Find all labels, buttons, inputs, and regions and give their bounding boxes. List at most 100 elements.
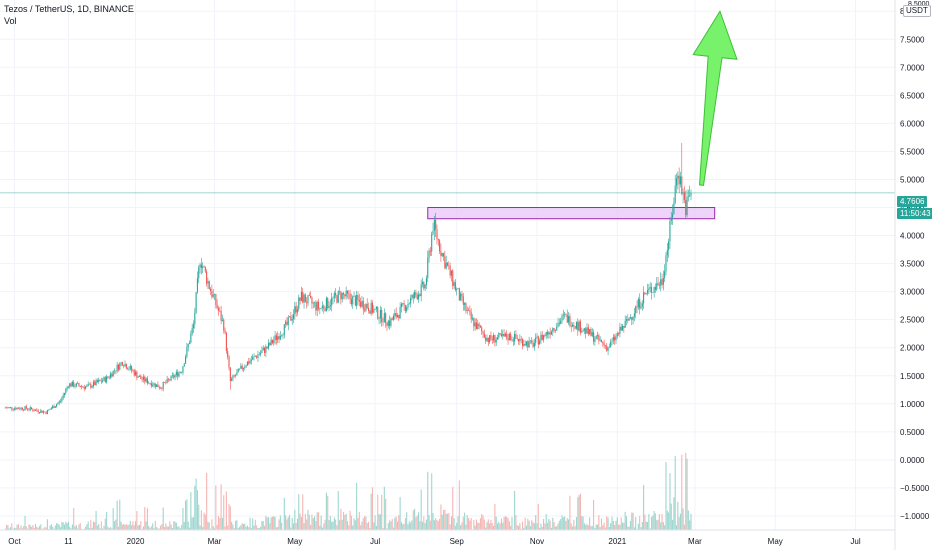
candle-body — [606, 345, 608, 351]
volume-bar — [428, 514, 430, 530]
candle-body — [553, 328, 555, 331]
candle-body — [423, 282, 425, 289]
candle-body — [294, 306, 296, 315]
candle-body — [516, 338, 518, 340]
candle-body — [124, 363, 126, 367]
volume-bar — [81, 528, 83, 530]
price-axis[interactable]: 8.00007.50007.00006.50006.00005.50005.00… — [894, 0, 930, 550]
volume-bar — [598, 515, 600, 530]
candle-body — [450, 270, 452, 276]
currency-badge[interactable]: USDT — [903, 5, 931, 17]
volume-bar — [217, 515, 220, 530]
volume-bar — [491, 522, 493, 530]
candle-body — [540, 334, 542, 341]
candle-body — [28, 409, 30, 411]
volume-bar — [440, 504, 442, 530]
volume-bar — [125, 524, 127, 530]
volume-bar — [345, 513, 347, 530]
candle-body — [328, 306, 330, 308]
candle-body — [608, 347, 610, 348]
x-tick-label: Jul — [370, 537, 380, 546]
volume-bar — [570, 523, 572, 530]
candle-body — [436, 229, 438, 240]
volume-bar — [464, 512, 466, 530]
candle-body — [19, 408, 21, 410]
candle-body — [528, 340, 530, 348]
candle-body — [283, 324, 285, 335]
volume-bar — [596, 524, 599, 530]
candle-body — [615, 335, 617, 341]
candle-body — [212, 294, 214, 297]
candle-body — [310, 295, 312, 298]
volume-bar — [244, 523, 246, 530]
candle-body — [569, 316, 571, 326]
candle-body — [349, 293, 351, 299]
volume-bar — [110, 527, 112, 530]
candle-body — [369, 310, 371, 314]
candle-body — [46, 410, 48, 414]
volume-bar — [86, 524, 88, 530]
candle-body — [235, 375, 237, 376]
candle-body — [370, 302, 372, 314]
volume-bar — [195, 478, 197, 530]
candle-body — [333, 293, 335, 298]
candle-body — [7, 407, 9, 409]
candle-body — [169, 379, 171, 381]
volume-bar — [639, 515, 641, 530]
candle-body — [111, 373, 113, 377]
candle-body — [20, 407, 22, 410]
volume-bar — [356, 482, 358, 530]
candle-body — [685, 199, 687, 216]
candle-body — [620, 326, 622, 331]
volume-bar — [653, 511, 655, 530]
time-axis[interactable]: Oct 11 2020 Mar May Jul Sep Nov 2021 Mar May Jul — [0, 529, 895, 546]
candle-body — [650, 287, 653, 293]
volume-bar — [452, 486, 454, 530]
candle-body — [607, 347, 609, 351]
x-tick-label: Sep — [450, 537, 465, 546]
volume-bar — [656, 520, 658, 530]
volume-bar — [303, 523, 305, 530]
candle-body — [511, 339, 513, 341]
candle-body — [515, 333, 517, 339]
candle-body — [86, 385, 88, 387]
volume-bar — [83, 528, 85, 530]
volume-bar — [500, 518, 503, 530]
candle-body — [282, 334, 284, 336]
x-tick-label: May — [768, 537, 783, 546]
volume-bar — [348, 525, 350, 530]
candle-body — [581, 331, 583, 333]
volume-bar — [40, 524, 42, 530]
candle-body — [160, 388, 162, 389]
volume-bar — [266, 517, 268, 530]
candle-body — [116, 364, 118, 372]
volume-bar — [420, 489, 422, 530]
volume-bar — [242, 524, 245, 530]
candle-body — [416, 295, 418, 300]
volume-bar — [190, 492, 192, 530]
candle-body — [237, 368, 239, 373]
volume-bar — [295, 523, 297, 530]
candle-body — [127, 368, 129, 370]
candle-body — [292, 314, 295, 319]
volume-bar — [19, 528, 21, 530]
candle-body — [78, 383, 80, 386]
candle-body — [38, 412, 41, 413]
volume-bar — [611, 516, 613, 530]
volume-bar — [287, 517, 289, 530]
volume-bar — [133, 525, 135, 530]
candle-body — [265, 346, 267, 353]
candle-body — [316, 301, 318, 311]
candle-body — [586, 327, 588, 334]
candle-body — [481, 327, 483, 332]
candle-body — [412, 294, 414, 299]
candle-body — [473, 318, 475, 327]
volume-bar — [561, 515, 563, 530]
volume-bar — [245, 526, 247, 530]
candle-body — [271, 339, 273, 344]
volume-bar — [543, 519, 545, 530]
candle-body — [202, 266, 204, 269]
volume-bar — [574, 526, 576, 530]
candle-body — [561, 315, 563, 321]
